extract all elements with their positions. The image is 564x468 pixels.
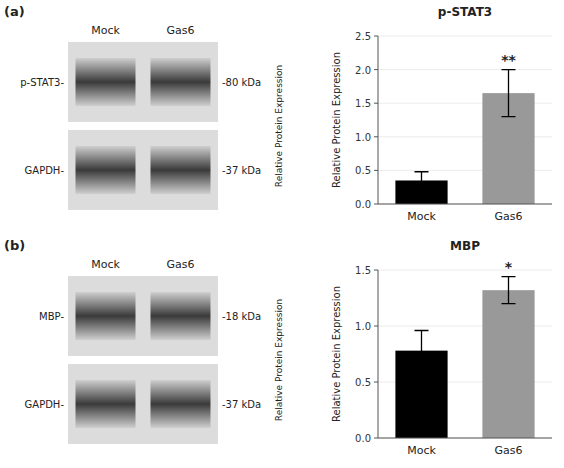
figure: (a) Mock Gas6 p-STAT3- -80 kDa GAPDH- -37 kDa R… xyxy=(0,0,564,468)
y-tick-label: 1.0 xyxy=(355,132,371,143)
blot-strip xyxy=(68,364,218,444)
y-tick xyxy=(374,382,378,383)
y-tick-label: 1.5 xyxy=(355,265,371,276)
significance: ** xyxy=(501,52,516,68)
x-tick-label: Gas6 xyxy=(495,444,523,457)
lane-label: Gas6 xyxy=(167,258,195,271)
x-tick-label: Mock xyxy=(407,210,436,223)
grid-line xyxy=(378,270,552,271)
y-tick xyxy=(374,326,378,327)
y-tick-label: 2.0 xyxy=(355,65,371,76)
blot-ylabel: Relative Protein Expression xyxy=(274,299,284,421)
error-bar xyxy=(415,330,429,370)
lane-label: Gas6 xyxy=(167,24,195,37)
blot-strip xyxy=(68,276,218,356)
significance: * xyxy=(505,259,513,275)
chart-title: MBP xyxy=(450,239,480,253)
y-axis-label: Relative Protein Expression xyxy=(331,286,342,422)
size-label: -37 kDa xyxy=(222,399,261,410)
plot-area xyxy=(395,70,534,204)
blot-band xyxy=(151,58,211,106)
grid-line xyxy=(378,438,552,439)
y-axis xyxy=(378,36,379,204)
grid-line xyxy=(378,204,552,205)
blot-band xyxy=(151,380,211,428)
grid-line xyxy=(378,36,552,37)
y-tick xyxy=(374,36,378,37)
x-axis xyxy=(378,204,552,205)
y-tick-label: 1.0 xyxy=(355,321,371,332)
blot-band xyxy=(76,58,136,106)
error-bar xyxy=(415,172,429,189)
blot-band xyxy=(151,146,211,194)
y-tick-label: 0.5 xyxy=(355,165,371,176)
row-label: p-STAT3- xyxy=(20,77,64,88)
plot-area xyxy=(395,277,534,438)
size-label: -80 kDa xyxy=(222,77,261,88)
y-tick xyxy=(374,204,378,205)
y-tick xyxy=(374,170,378,171)
y-tick-label: 1.5 xyxy=(355,98,371,109)
row-label: MBP- xyxy=(39,311,64,322)
y-tick xyxy=(374,270,378,271)
blot-band xyxy=(151,292,211,340)
y-tick xyxy=(374,103,378,104)
blot-strip xyxy=(68,42,218,122)
y-tick-label: 0.0 xyxy=(355,433,371,444)
panel-label: (a) xyxy=(4,4,25,19)
y-tick xyxy=(374,438,378,439)
lane-label: Mock xyxy=(91,24,120,37)
x-tick-label: Mock xyxy=(407,444,436,457)
row-label: GAPDH- xyxy=(25,399,65,410)
y-tick xyxy=(374,69,378,70)
panel-label: (b) xyxy=(4,238,25,253)
chart-title: p-STAT3 xyxy=(438,5,492,19)
size-label: -37 kDa xyxy=(222,165,261,176)
error-bar xyxy=(502,70,516,117)
blot-band xyxy=(76,146,136,194)
y-tick-label: 0.5 xyxy=(355,377,371,388)
error-bar xyxy=(502,277,516,304)
blot-band xyxy=(76,380,136,428)
blot-strip xyxy=(68,130,218,210)
blot-ylabel: Relative Protein Expression xyxy=(274,65,284,187)
row-label: GAPDH- xyxy=(25,165,65,176)
x-axis xyxy=(378,438,552,439)
y-tick-label: 0.0 xyxy=(355,199,371,210)
x-tick-label: Gas6 xyxy=(495,210,523,223)
lane-label: Mock xyxy=(91,258,120,271)
y-tick-label: 2.5 xyxy=(355,31,371,42)
bar xyxy=(482,290,534,438)
grid-line xyxy=(378,69,552,70)
size-label: -18 kDa xyxy=(222,311,261,322)
y-axis xyxy=(378,270,379,438)
blot-band xyxy=(76,292,136,340)
y-axis-label: Relative Protein Expression xyxy=(331,52,342,188)
y-tick xyxy=(374,136,378,137)
